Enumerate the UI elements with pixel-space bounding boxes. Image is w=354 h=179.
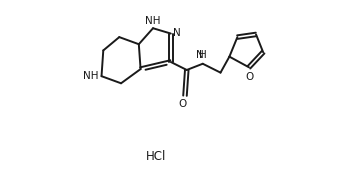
Text: NH: NH [145,16,161,26]
Text: O: O [246,72,254,82]
Text: N: N [196,50,204,60]
Text: HCl: HCl [145,151,166,163]
Text: N: N [173,28,181,38]
Text: NH: NH [83,71,99,81]
Text: O: O [178,99,187,109]
Text: H: H [199,50,207,60]
